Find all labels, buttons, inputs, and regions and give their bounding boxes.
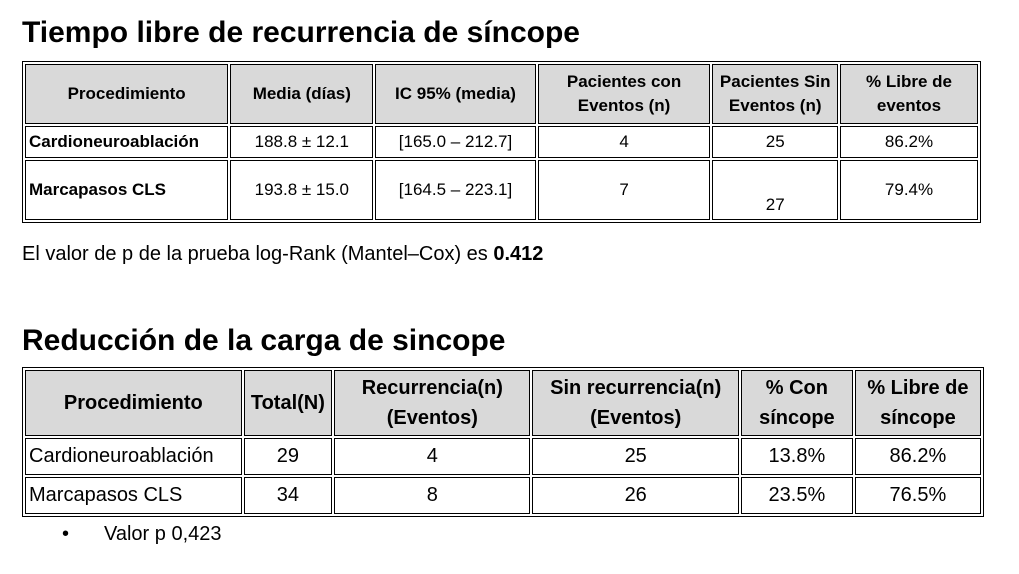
cell-recurrencia: 8	[334, 477, 531, 514]
cell-ic95: [164.5 – 223.1]	[375, 160, 536, 220]
section2-title: Reducción de la carga de sincope	[22, 324, 506, 357]
cell-procedure: Marcapasos CLS	[25, 477, 242, 514]
p-value-text: El valor de p de la prueba log-Rank (Man…	[22, 243, 488, 265]
cell-sin-recurrencia: 26	[532, 477, 739, 514]
cell-con-eventos: 7	[537, 160, 711, 220]
header-libre-sincope: % Libre de síncope	[854, 370, 981, 436]
cell-con-eventos: 4	[537, 126, 711, 158]
header-total: Total(N)	[243, 370, 333, 436]
header-con-sincope: % Con síncope	[740, 370, 853, 436]
cell-libre-sincope: 86.2%	[854, 438, 981, 475]
table-row: Cardioneuroablación 188.8 ± 12.1 [165.0 …	[25, 126, 978, 158]
table-row: Marcapasos CLS 34 8 26 23.5% 76.5%	[25, 477, 981, 514]
header-media: Media (días)	[230, 64, 374, 124]
recurrence-free-time-table: Procedimiento Media (días) IC 95% (media…	[22, 61, 981, 223]
syncope-burden-table: Procedimiento Total(N) Recurrencia(n) (E…	[22, 367, 984, 517]
cell-con-sincope: 23.5%	[740, 477, 853, 514]
section1-title: Tiempo libre de recurrencia de síncope	[22, 16, 580, 49]
header-sin-recurrencia: Sin recurrencia(n) (Eventos)	[532, 370, 739, 436]
header-procedimiento: Procedimiento	[25, 64, 229, 124]
cell-sin-recurrencia: 25	[532, 438, 739, 475]
header-ic95: IC 95% (media)	[375, 64, 536, 124]
cell-libre-eventos: 86.2%	[840, 126, 978, 158]
p-value-note: El valor de p de la prueba log-Rank (Man…	[22, 243, 543, 266]
bullet-text: Valor p 0,423	[104, 523, 222, 545]
cell-sin-eventos: 27	[712, 160, 839, 220]
cell-procedure: Marcapasos CLS	[25, 160, 229, 220]
table-row: Cardioneuroablación 29 4 25 13.8% 86.2%	[25, 438, 981, 475]
cell-total: 34	[243, 477, 333, 514]
cell-con-sincope: 13.8%	[740, 438, 853, 475]
cell-procedure: Cardioneuroablación	[25, 438, 242, 475]
table-row: Marcapasos CLS 193.8 ± 15.0 [164.5 – 223…	[25, 160, 978, 220]
header-procedimiento: Procedimiento	[25, 370, 242, 436]
cell-ic95: [165.0 – 212.7]	[375, 126, 536, 158]
cell-media: 188.8 ± 12.1	[230, 126, 374, 158]
bullet-icon: •	[62, 523, 70, 545]
cell-libre-sincope: 76.5%	[854, 477, 981, 514]
p-value-bullet: • Valor p 0,423	[62, 523, 222, 546]
cell-media: 193.8 ± 15.0	[230, 160, 374, 220]
header-pacientes-con-eventos: Pacientes con Eventos (n)	[537, 64, 711, 124]
header-pacientes-sin-eventos: Pacientes Sin Eventos (n)	[712, 64, 839, 124]
header-libre-eventos: % Libre de eventos	[840, 64, 978, 124]
cell-libre-eventos: 79.4%	[840, 160, 978, 220]
cell-total: 29	[243, 438, 333, 475]
cell-sin-eventos: 25	[712, 126, 839, 158]
header-recurrencia: Recurrencia(n) (Eventos)	[334, 370, 531, 436]
cell-procedure: Cardioneuroablación	[25, 126, 229, 158]
p-value: 0.412	[493, 243, 544, 265]
cell-recurrencia: 4	[334, 438, 531, 475]
